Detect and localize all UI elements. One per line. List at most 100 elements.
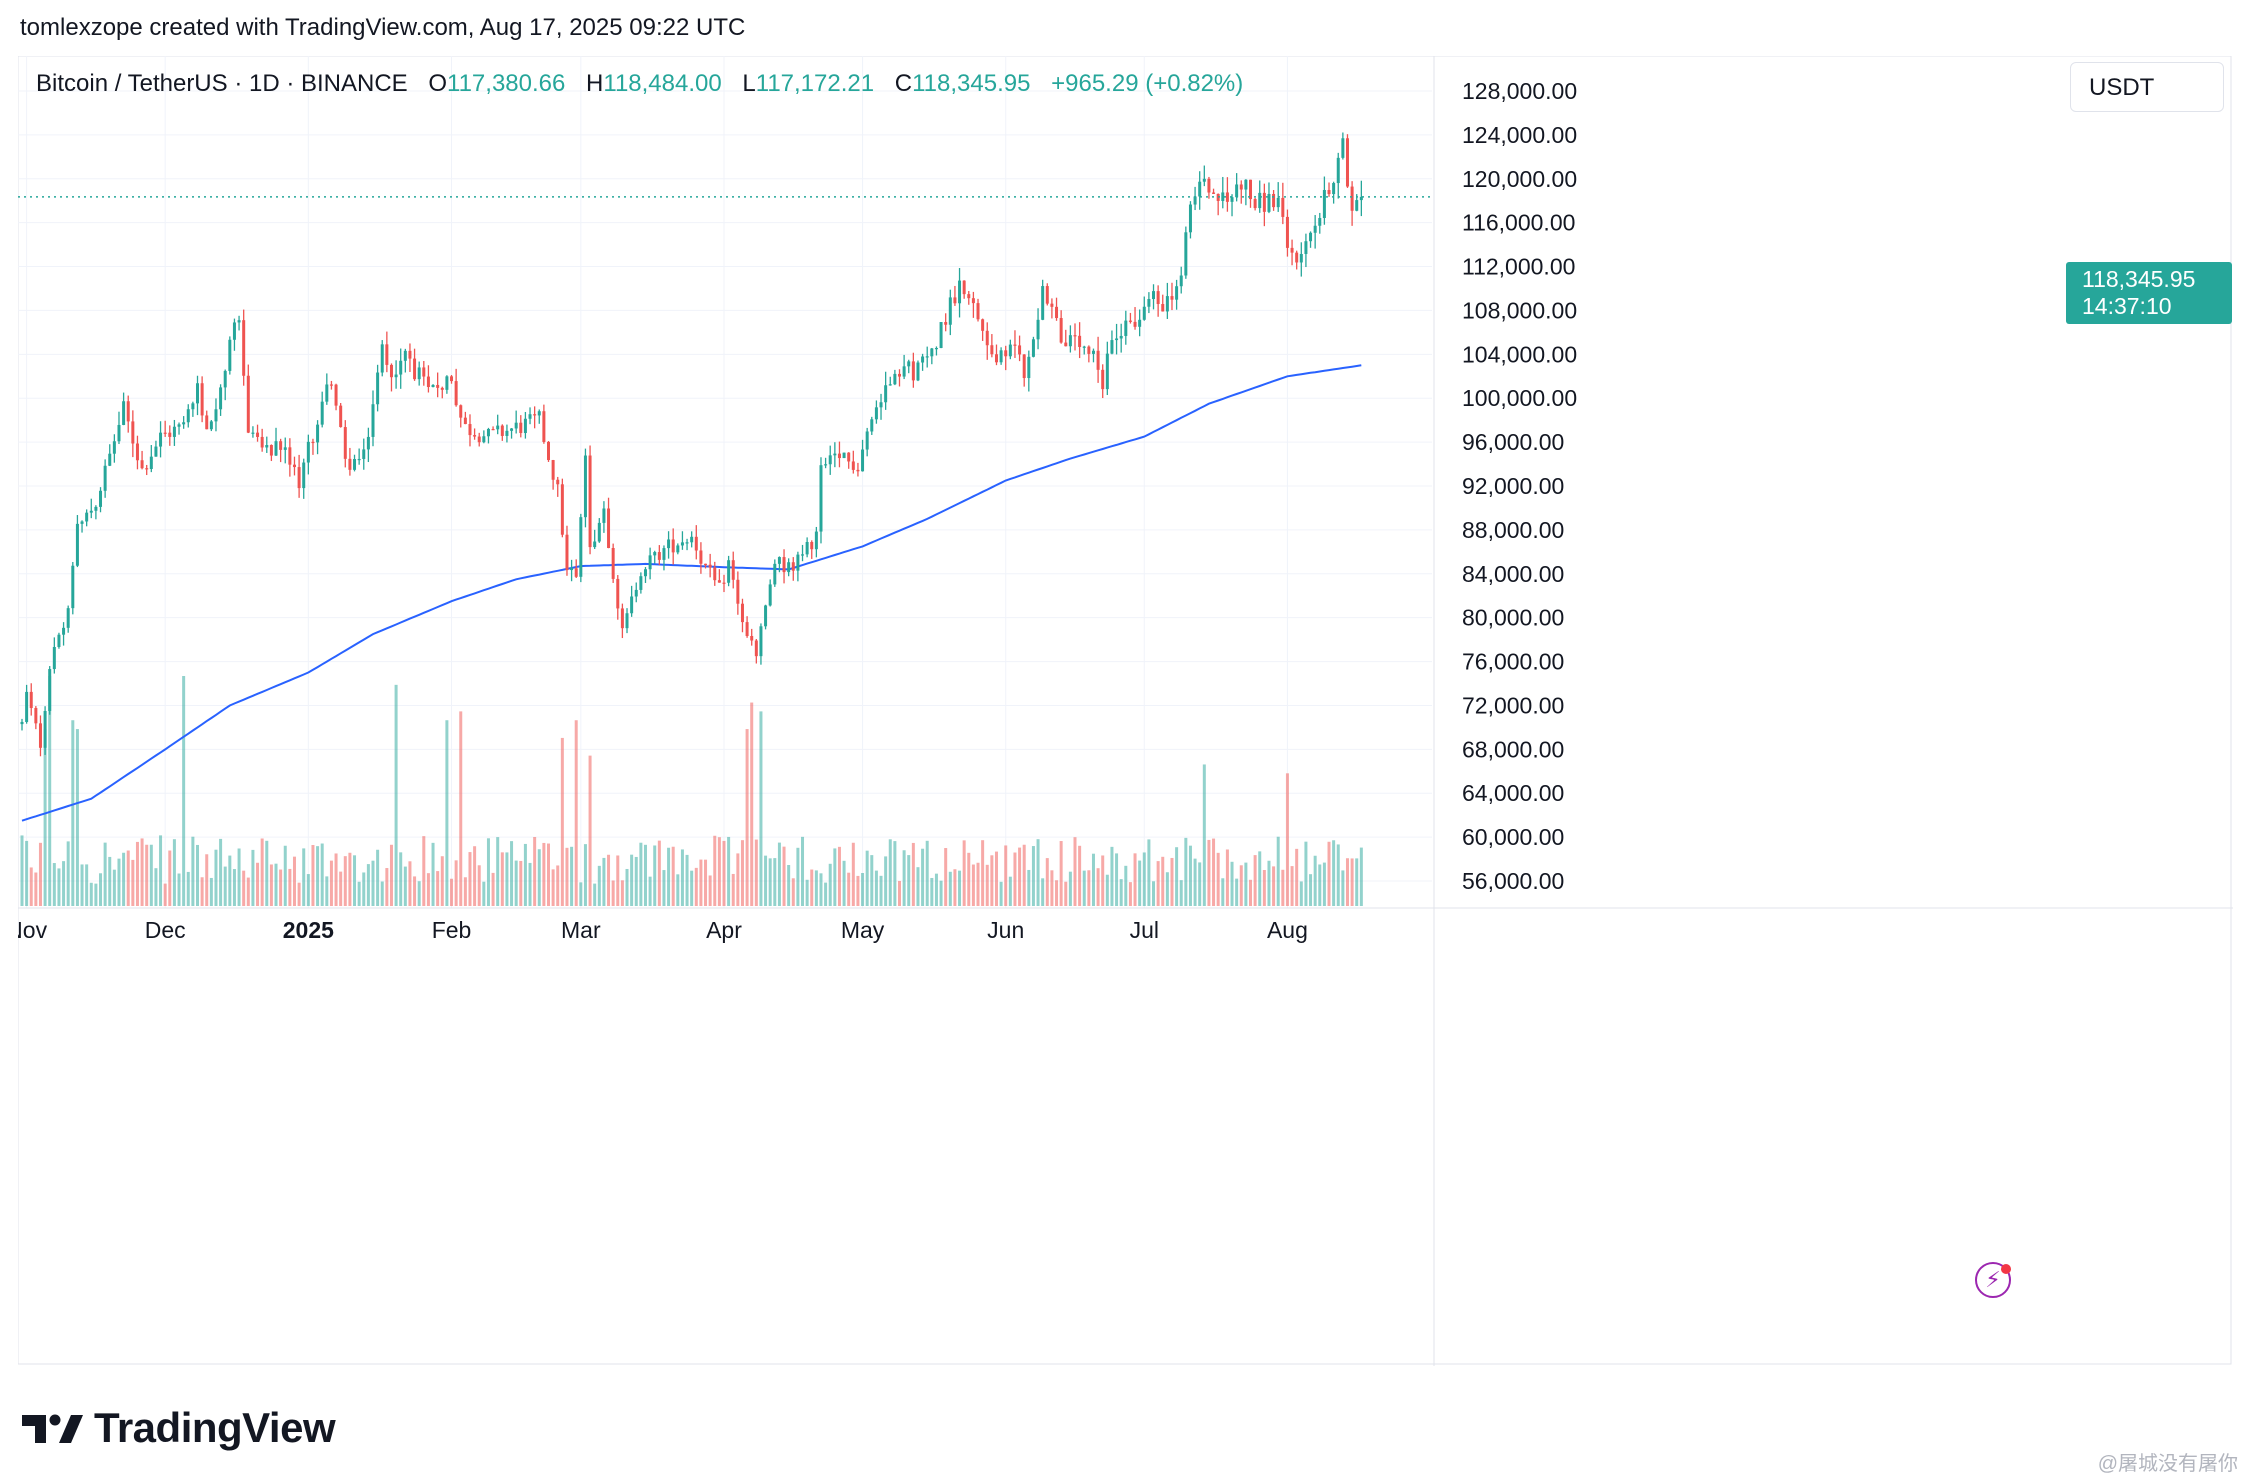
candle-body	[131, 421, 135, 444]
candle-body	[556, 479, 560, 485]
candle-body	[694, 536, 698, 551]
price-chart[interactable]: 128,000.00 124,000.00 120,000.00 116,000.00…	[18, 56, 2233, 1366]
volume-bar	[1295, 848, 1299, 906]
y-tick-label: 68,000.00	[1462, 736, 1564, 762]
candle-body	[34, 708, 38, 724]
candle-body	[971, 298, 975, 304]
candles	[18, 132, 1434, 757]
candle-body	[52, 646, 56, 670]
candle-body	[99, 490, 103, 507]
candle-body	[1313, 225, 1317, 233]
candle-body	[634, 589, 638, 597]
volume-bar	[1018, 847, 1022, 906]
volume-bar	[1110, 846, 1114, 906]
candle-body	[768, 584, 772, 606]
moving-average-line	[21, 364, 1362, 822]
volume-bar	[376, 849, 380, 906]
candle-body	[422, 367, 426, 377]
candle-body	[953, 297, 957, 304]
grid	[18, 56, 2232, 1365]
volume-bar	[168, 850, 172, 906]
tradingview-logo[interactable]: TradingView	[22, 1404, 336, 1452]
candle-body	[1031, 339, 1035, 357]
currency-unit-button[interactable]: USDT	[2070, 62, 2224, 112]
candle-body	[856, 469, 860, 472]
candle-body	[985, 330, 989, 346]
candle-body	[168, 432, 172, 437]
y-tick-label: 112,000.00	[1462, 254, 1575, 280]
candle-body	[112, 441, 116, 454]
candle-body	[25, 691, 29, 722]
volume-bar	[357, 881, 361, 906]
y-tick-label: 100,000.00	[1462, 385, 1577, 411]
candle-body	[967, 294, 971, 299]
candle-body	[219, 387, 223, 410]
lightning-bolt-icon[interactable]: ⚡	[1975, 1262, 2011, 1298]
volume-bar	[962, 840, 966, 906]
volume-bar	[251, 849, 255, 906]
y-tick-label: 104,000.00	[1462, 341, 1577, 367]
candle-body	[1249, 179, 1252, 200]
volume-bar	[71, 720, 75, 906]
candle-body	[440, 387, 444, 390]
x-tick-label: Apr	[706, 917, 742, 943]
volume-bar	[265, 840, 269, 906]
candle-body	[1244, 179, 1248, 190]
volume-bar	[154, 868, 158, 906]
candle-body	[232, 322, 236, 340]
chart-area[interactable]: 128,000.00 124,000.00 120,000.00 116,000.00…	[18, 56, 2233, 1366]
volume-bar	[1272, 866, 1276, 906]
candle-body	[1156, 291, 1160, 305]
volume-bar	[523, 843, 527, 906]
candle-body	[468, 424, 472, 436]
candle-body	[265, 444, 269, 448]
open-label: O	[428, 70, 448, 97]
volume-bar	[1101, 855, 1105, 906]
candle-body	[43, 710, 47, 748]
candle-body	[1105, 353, 1109, 390]
candle-body	[163, 432, 167, 434]
volume-bar	[417, 881, 421, 906]
volume-bar	[329, 860, 333, 906]
candle-body	[316, 424, 320, 443]
candle-body	[66, 608, 70, 628]
candle-body	[292, 464, 296, 468]
candle-body	[1345, 138, 1349, 187]
volume-bar	[1041, 878, 1045, 906]
volume-bar	[242, 870, 246, 906]
candle-body	[1128, 320, 1132, 322]
volume-bar	[616, 855, 620, 906]
candle-body	[463, 417, 467, 425]
symbol-title[interactable]: Bitcoin / TetherUS · 1D · BINANCE	[36, 70, 408, 97]
volume-bar	[219, 838, 223, 906]
volume-bar	[1179, 880, 1183, 906]
volume-bar	[38, 842, 42, 906]
volume-bar	[1008, 876, 1012, 906]
change-value: +965.29 (+0.82%)	[1051, 70, 1244, 97]
volume-bar	[66, 841, 70, 906]
volume-bar	[731, 873, 735, 906]
candle-body	[491, 429, 495, 431]
candle-body	[1332, 183, 1336, 195]
volume-bar	[186, 871, 190, 906]
bar-countdown: 14:37:10	[2082, 293, 2172, 319]
volume-bar	[583, 844, 587, 906]
y-tick-label: 96,000.00	[1462, 429, 1564, 455]
candle-body	[533, 414, 537, 416]
volume-bar	[34, 872, 38, 906]
volume-bar	[722, 840, 726, 906]
candle-body	[704, 563, 708, 565]
volume-bar	[25, 840, 29, 906]
volume-bar	[1290, 866, 1294, 906]
candle-body	[473, 435, 477, 437]
volume-bar	[450, 878, 454, 906]
candle-body	[616, 578, 620, 609]
candle-body	[648, 555, 652, 570]
x-tick-label: Dec	[145, 917, 186, 943]
volume-bar	[1165, 872, 1169, 906]
candle-body	[357, 458, 361, 461]
volume-bar	[348, 852, 352, 906]
x-tick-label: May	[841, 917, 885, 943]
candle-body	[1322, 189, 1326, 218]
volume-bar	[990, 855, 994, 906]
